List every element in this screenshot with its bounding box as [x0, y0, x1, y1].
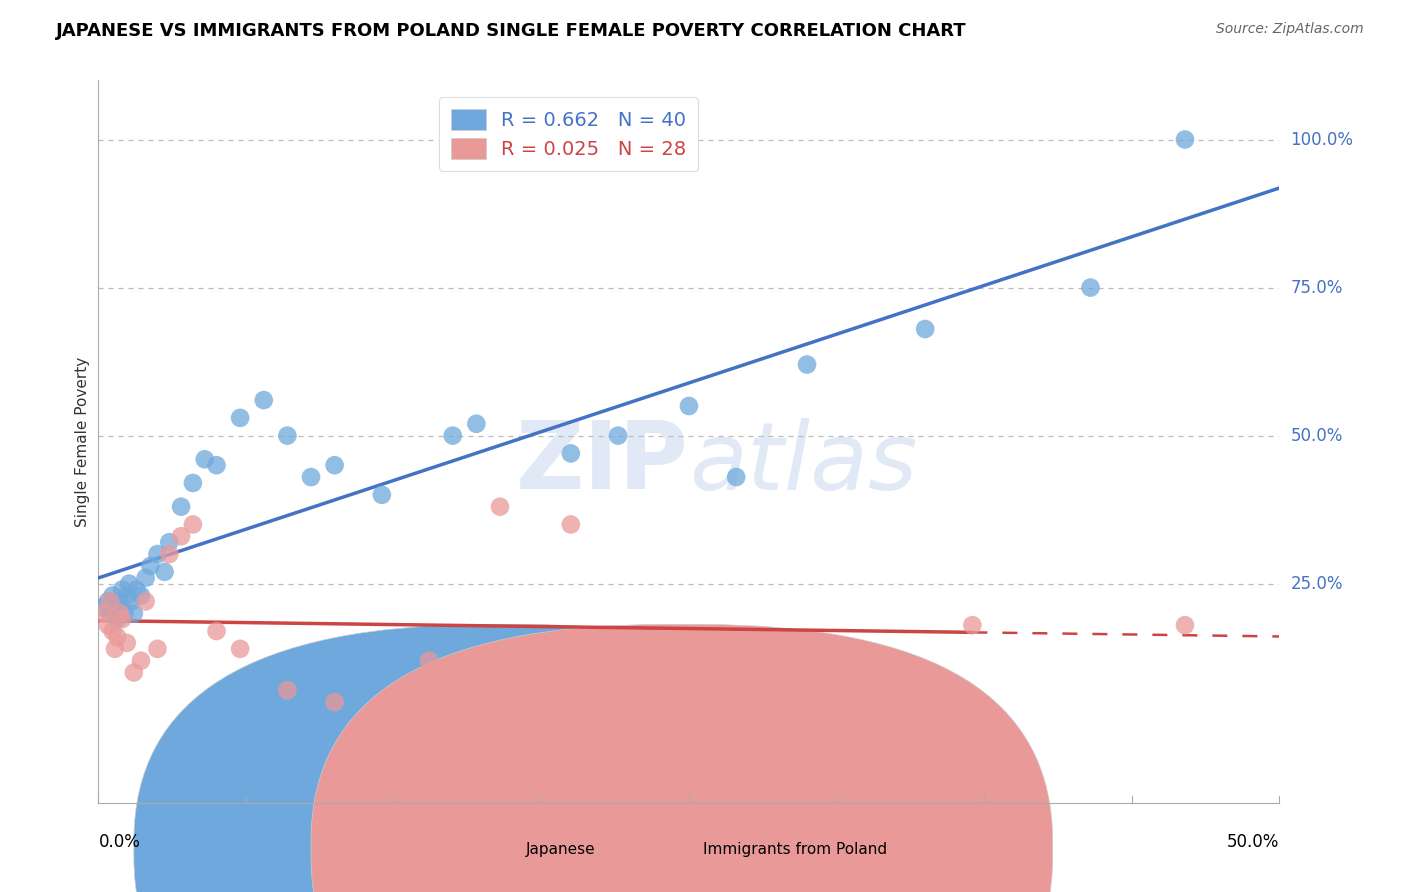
Point: [146, 641, 169, 656]
Text: 50.0%: 50.0%: [1227, 833, 1279, 851]
Point: [229, 410, 252, 425]
Point: [371, 488, 394, 502]
Point: [104, 641, 127, 656]
Text: 0.0%: 0.0%: [98, 833, 141, 851]
Legend: R = 0.662   N = 40, R = 0.025   N = 28: R = 0.662 N = 40, R = 0.025 N = 28: [439, 97, 697, 170]
Point: [465, 417, 488, 431]
Point: [121, 594, 143, 608]
Point: [129, 589, 152, 603]
Point: [98, 594, 121, 608]
Point: [139, 558, 162, 573]
Point: [229, 641, 252, 656]
Point: [560, 446, 582, 460]
Point: [194, 452, 217, 467]
Point: [97, 594, 120, 608]
Point: [205, 458, 228, 473]
Point: [205, 624, 228, 638]
Point: [299, 470, 322, 484]
Point: [101, 624, 124, 638]
Point: [489, 500, 512, 514]
Point: [108, 607, 131, 621]
Point: [153, 565, 176, 579]
Point: [118, 576, 141, 591]
Point: [560, 517, 582, 532]
Point: [112, 607, 135, 621]
Y-axis label: Single Female Poverty: Single Female Poverty: [75, 357, 90, 526]
Point: [441, 428, 464, 442]
Text: JAPANESE VS IMMIGRANTS FROM POLAND SINGLE FEMALE POVERTY CORRELATION CHART: JAPANESE VS IMMIGRANTS FROM POLAND SINGL…: [56, 22, 967, 40]
Point: [108, 594, 131, 608]
Text: atlas: atlas: [689, 417, 917, 508]
Point: [181, 517, 204, 532]
Point: [91, 607, 114, 621]
Point: [418, 654, 440, 668]
Point: [115, 636, 138, 650]
Point: [678, 399, 700, 413]
FancyBboxPatch shape: [134, 624, 876, 892]
Point: [105, 612, 128, 626]
Point: [725, 641, 748, 656]
Text: Japanese: Japanese: [526, 841, 596, 856]
Point: [1174, 132, 1197, 146]
Point: [122, 665, 145, 680]
Text: ZIP: ZIP: [516, 417, 689, 509]
Point: [135, 571, 157, 585]
Point: [276, 428, 298, 442]
Text: 50.0%: 50.0%: [1291, 426, 1343, 444]
Point: [276, 683, 298, 698]
Point: [97, 618, 120, 632]
Point: [725, 470, 748, 484]
Text: 100.0%: 100.0%: [1291, 130, 1354, 148]
Text: Source: ZipAtlas.com: Source: ZipAtlas.com: [1216, 22, 1364, 37]
Point: [170, 529, 193, 543]
Point: [125, 582, 148, 597]
Point: [135, 594, 157, 608]
Point: [98, 607, 121, 621]
Point: [323, 458, 346, 473]
Point: [111, 612, 134, 626]
Point: [157, 547, 180, 561]
Point: [796, 358, 818, 372]
Point: [129, 654, 152, 668]
Point: [181, 475, 204, 490]
Point: [1080, 280, 1102, 294]
Point: [170, 500, 193, 514]
Point: [796, 677, 818, 691]
Text: 25.0%: 25.0%: [1291, 574, 1343, 592]
Point: [122, 607, 145, 621]
Point: [157, 535, 180, 549]
Point: [101, 589, 124, 603]
Point: [105, 630, 128, 644]
Point: [253, 393, 276, 408]
Point: [91, 600, 114, 615]
Point: [146, 547, 169, 561]
Point: [914, 322, 936, 336]
Point: [630, 677, 652, 691]
Point: [1174, 618, 1197, 632]
Point: [323, 695, 346, 709]
Point: [607, 428, 630, 442]
Point: [962, 618, 984, 632]
Point: [111, 582, 134, 597]
Point: [104, 600, 127, 615]
Text: 75.0%: 75.0%: [1291, 278, 1343, 296]
Text: Immigrants from Poland: Immigrants from Poland: [703, 841, 887, 856]
FancyBboxPatch shape: [311, 624, 1053, 892]
Point: [115, 589, 138, 603]
